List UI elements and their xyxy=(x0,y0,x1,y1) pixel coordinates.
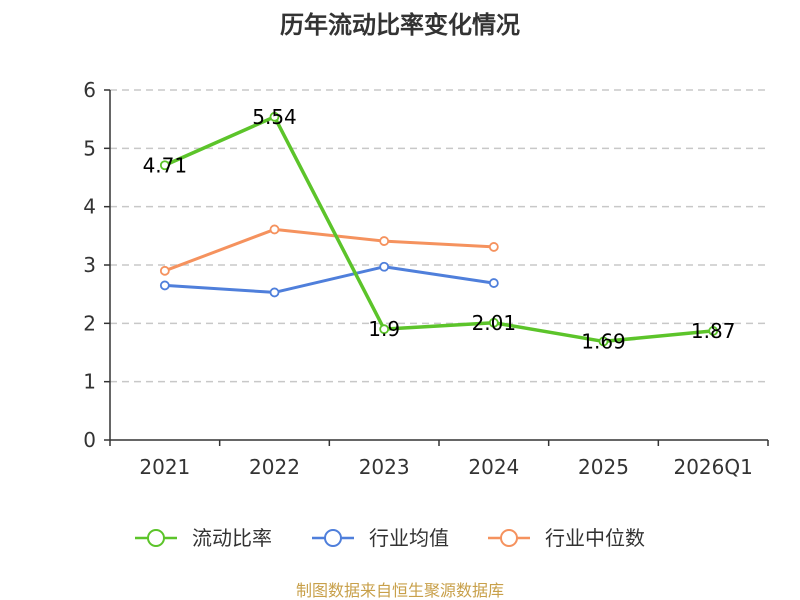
data-point xyxy=(379,236,390,246)
data-label: 4.71 xyxy=(143,153,188,177)
data-point xyxy=(159,280,170,291)
data-point xyxy=(488,317,499,328)
series-line xyxy=(164,115,714,344)
x-tick-label: 2024 xyxy=(468,455,519,479)
legend-item-industry-median[interactable]: 行业中位数 xyxy=(488,526,645,550)
series-layer xyxy=(159,111,719,347)
data-point xyxy=(488,278,499,288)
data-point xyxy=(269,287,280,298)
series-line xyxy=(164,265,495,294)
data-label: 2.01 xyxy=(472,311,517,335)
legend-label: 行业均值 xyxy=(369,526,449,550)
data-point xyxy=(708,326,719,336)
data-label: 1.87 xyxy=(691,319,736,343)
data-label: 1.69 xyxy=(581,329,626,353)
x-tick-label: 2025 xyxy=(578,455,629,479)
data-point xyxy=(598,336,609,347)
x-tick-label: 2022 xyxy=(249,455,300,479)
x-axis: 2021 2022 2023 2024 2025 2026Q1 xyxy=(109,439,769,479)
data-point xyxy=(269,111,280,122)
legend-item-current-ratio[interactable]: 流动比率 xyxy=(135,526,272,550)
data-point xyxy=(379,261,390,272)
data-point xyxy=(488,242,499,252)
data-labels: 4.71 5.54 1.9 2.01 1.69 1.87 xyxy=(143,105,736,354)
y-tick-label: 3 xyxy=(83,253,96,277)
y-tick-label: 0 xyxy=(83,428,96,452)
chart-title: 历年流动比率变化情况 xyxy=(280,11,520,39)
data-point xyxy=(379,324,390,335)
legend-item-industry-mean[interactable]: 行业均值 xyxy=(312,526,449,550)
grid-lines xyxy=(110,89,768,383)
legend[interactable]: 流动比率 行业均值 行业中位数 xyxy=(135,526,645,550)
y-tick-label: 5 xyxy=(83,136,96,160)
y-tick-label: 6 xyxy=(83,78,96,102)
x-tick-label: 2021 xyxy=(139,455,190,479)
y-tick-label: 4 xyxy=(83,195,96,219)
source-note: 制图数据来自恒生聚源数据库 xyxy=(296,581,504,600)
data-point xyxy=(159,265,170,276)
data-point xyxy=(269,224,280,235)
data-label: 1.9 xyxy=(368,317,400,341)
legend-marker-icon xyxy=(147,529,165,547)
y-axis: 0 1 2 3 4 5 6 xyxy=(83,78,111,452)
legend-marker-icon xyxy=(324,529,342,547)
legend-marker-icon xyxy=(500,529,518,547)
legend-label: 行业中位数 xyxy=(545,526,645,550)
data-point xyxy=(159,160,170,171)
y-tick-label: 2 xyxy=(83,311,96,335)
legend-label: 流动比率 xyxy=(192,526,272,550)
y-tick-label: 1 xyxy=(83,370,96,394)
x-tick-label: 2023 xyxy=(359,455,410,479)
x-tick-label: 2026Q1 xyxy=(673,455,752,479)
series-line xyxy=(164,227,494,273)
data-label: 5.54 xyxy=(252,105,297,129)
